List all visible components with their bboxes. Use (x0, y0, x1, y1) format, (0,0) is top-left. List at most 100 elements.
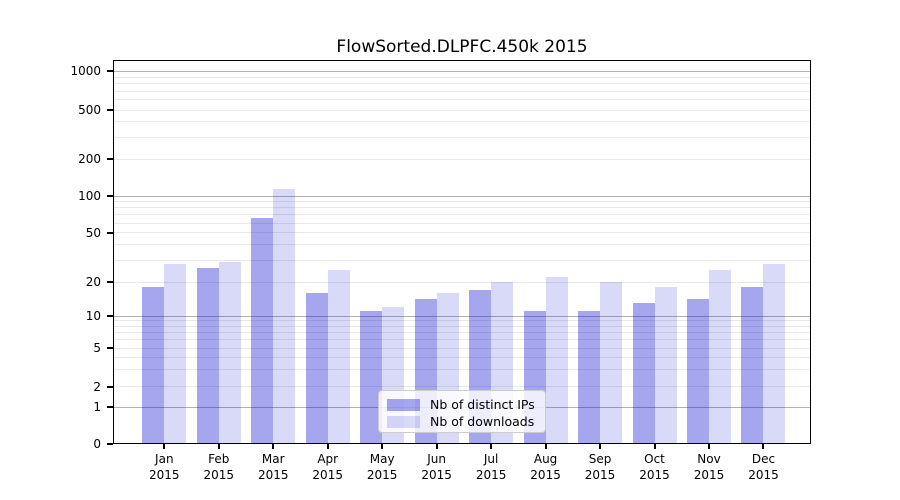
x-tick-apr (326, 444, 329, 449)
y-ticklabel-5: 5 (93, 341, 101, 356)
y-tick-500 (107, 109, 113, 111)
x-ticklabel-aug: Aug 2015 (530, 452, 561, 482)
gridline-y-20 (113, 281, 811, 283)
bar-downloads-jan (164, 263, 187, 444)
plot-area: Nb of distinct IPs Nb of downloads (113, 60, 811, 444)
chart-title: FlowSorted.DLPFC.450k 2015 (336, 37, 588, 57)
bar-downloads-aug (545, 276, 568, 444)
y-ticklabel-100: 100 (78, 189, 101, 203)
gridline-y-50 (113, 232, 811, 234)
legend: Nb of distinct IPs Nb of downloads (378, 390, 546, 433)
gridline-y-40 (113, 244, 811, 246)
y-ticklabel-10: 10 (85, 309, 101, 323)
gridline-y-60 (113, 222, 811, 224)
gridline-y-90 (113, 201, 811, 203)
gridline-y-70 (113, 214, 811, 216)
y-ticklabel-200: 200 (78, 152, 101, 166)
bar-downloads-oct (654, 287, 677, 444)
bar-downloads-nov (709, 269, 731, 444)
x-ticklabel-feb: Feb 2015 (203, 452, 235, 482)
y-tick-100 (107, 195, 113, 197)
y-tick-200 (107, 158, 113, 160)
y-tick-1000 (107, 70, 113, 73)
bar-distinct-ips-dec (741, 287, 764, 444)
bar-downloads-dec (763, 263, 786, 444)
bar-downloads-apr (327, 269, 350, 444)
x-ticklabel-sep: Sep 2015 (584, 452, 616, 482)
x-ticklabel-oct: Oct 2015 (639, 452, 670, 482)
gridline-y-300 (113, 136, 811, 138)
y-ticklabel-50: 50 (85, 225, 101, 240)
bar-distinct-ips-may (360, 311, 383, 444)
bar-distinct-ips-nov (687, 299, 709, 444)
x-ticklabel-jun: Jun 2015 (421, 452, 452, 482)
y-ticklabel-20: 20 (85, 275, 101, 289)
gridline-y-900 (113, 76, 811, 78)
gridline-y-4 (113, 357, 811, 359)
bar-downloads-mar (273, 188, 296, 444)
y-tick-2 (107, 385, 113, 388)
x-tick-may (381, 444, 384, 449)
x-ticklabel-apr: Apr 2015 (312, 452, 343, 482)
legend-swatch-distinct-ips (387, 398, 420, 411)
legend-label-distinct-ips: Nb of distinct IPs (430, 397, 535, 412)
gridline-y-2 (113, 386, 811, 387)
x-ticklabel-may: May 2015 (366, 452, 398, 482)
gridline-y-500 (113, 109, 811, 111)
x-tick-oct (653, 444, 656, 449)
gridline-y-200 (113, 158, 811, 160)
gridline-y-400 (113, 121, 811, 123)
gridline-y-6 (113, 339, 811, 341)
legend-item-downloads: Nb of downloads (387, 413, 537, 430)
y-tick-20 (107, 281, 113, 283)
bar-distinct-ips-mar (251, 218, 274, 444)
gridline-y-600 (113, 99, 811, 101)
gridline-y-8 (113, 325, 811, 327)
bar-distinct-ips-apr (305, 292, 328, 444)
x-tick-jan (163, 444, 166, 449)
x-ticklabel-dec: Dec 2015 (748, 452, 779, 482)
bar-distinct-ips-feb (196, 267, 219, 444)
gridline-y-100 (113, 195, 811, 197)
legend-item-distinct-ips: Nb of distinct IPs (387, 396, 537, 413)
gridline-y-80 (113, 207, 811, 209)
gridline-y-9 (113, 320, 811, 322)
x-tick-mar (272, 444, 275, 449)
y-tick-0 (107, 443, 113, 445)
x-ticklabel-mar: Mar 2015 (257, 452, 289, 482)
x-tick-feb (217, 444, 220, 449)
gridline-y-5 (113, 347, 811, 349)
x-tick-nov (708, 444, 710, 449)
x-tick-jul (490, 444, 493, 449)
gridline-y-3 (113, 369, 811, 371)
x-ticklabel-nov: Nov 2015 (693, 452, 725, 482)
legend-swatch-downloads (387, 415, 420, 428)
x-tick-sep (599, 444, 602, 449)
x-tick-dec (762, 444, 765, 449)
gridline-y-30 (113, 259, 811, 261)
gridline-y-10 (113, 315, 811, 317)
y-tick-1 (107, 406, 113, 408)
bar-downloads-sep (600, 282, 623, 444)
bar-distinct-ips-sep (578, 311, 601, 444)
y-ticklabel-1: 1 (93, 400, 101, 414)
x-tick-jun (435, 444, 438, 449)
legend-label-downloads: Nb of downloads (430, 414, 535, 429)
y-tick-50 (107, 231, 113, 234)
y-tick-5 (107, 347, 113, 350)
y-ticklabel-1000: 1000 (70, 64, 101, 79)
y-ticklabel-500: 500 (78, 103, 101, 117)
bar-distinct-ips-oct (632, 303, 655, 444)
y-ticklabel-2: 2 (93, 379, 101, 394)
gridline-y-700 (113, 90, 811, 92)
y-ticklabel-0: 0 (93, 437, 101, 451)
y-tick-10 (107, 315, 113, 317)
gridline-y-1000 (113, 70, 811, 72)
bar-downloads-feb (218, 262, 241, 444)
x-ticklabel-jan: Jan 2015 (149, 452, 180, 482)
x-tick-aug (544, 444, 547, 449)
gridline-y-800 (113, 83, 811, 85)
x-ticklabel-jul: Jul 2015 (475, 452, 507, 482)
gridline-y-7 (113, 332, 811, 334)
